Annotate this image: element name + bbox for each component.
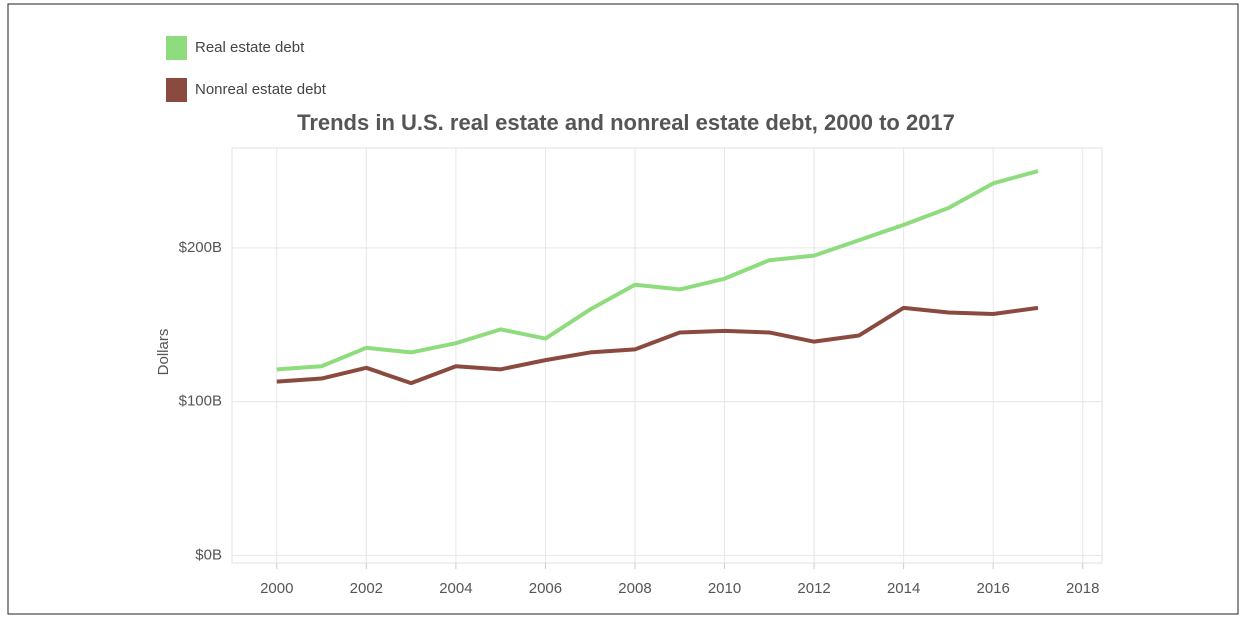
x-tick-label: 2002 xyxy=(350,580,383,597)
y-tick-label: $100B xyxy=(179,393,222,410)
legend-swatch xyxy=(166,36,187,60)
x-tick-label: 2000 xyxy=(260,580,293,597)
frame xyxy=(7,3,1239,615)
x-tick-label: 2010 xyxy=(708,580,741,597)
y-tick-label: $200B xyxy=(179,239,222,256)
series-line xyxy=(276,169,1039,372)
y-axis-label: Dollars xyxy=(155,329,172,376)
x-tick-label: 2012 xyxy=(797,580,830,597)
series-line xyxy=(276,305,1039,386)
legend-label: Nonreal estate debt xyxy=(195,81,327,98)
x-tick-label: 2004 xyxy=(439,580,472,597)
x-tick-label: 2014 xyxy=(887,580,920,597)
legend-label: Real estate debt xyxy=(195,39,305,56)
x-tick-label: 2016 xyxy=(977,580,1010,597)
y-tick-label: $0B xyxy=(195,546,222,563)
x-tick-label: 2008 xyxy=(618,580,651,597)
x-tick-label: 2006 xyxy=(529,580,562,597)
plot-area xyxy=(231,147,1103,564)
legend-swatch xyxy=(166,78,187,102)
chart-title: Trends in U.S. real estate and nonreal e… xyxy=(297,110,955,135)
x-tick-label: 2018 xyxy=(1066,580,1099,597)
